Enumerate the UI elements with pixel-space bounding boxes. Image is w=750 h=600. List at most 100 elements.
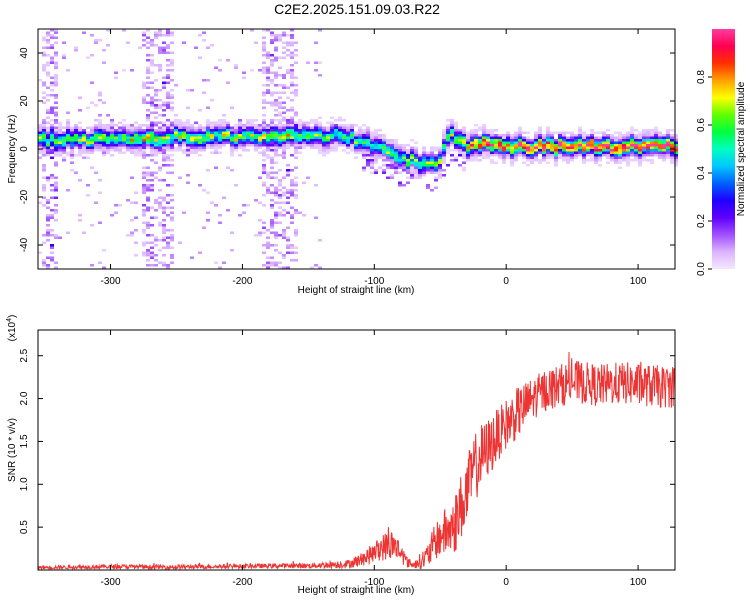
heatmap-cell xyxy=(146,134,150,137)
heatmap-cell xyxy=(362,129,366,132)
heatmap-cell xyxy=(638,159,642,162)
heatmap-cell xyxy=(326,126,330,129)
heatmap-cell xyxy=(182,126,186,129)
heatmap-cell xyxy=(150,216,154,219)
heatmap-cell xyxy=(570,144,574,147)
heatmap-cell xyxy=(342,129,346,132)
heatmap-cell xyxy=(158,136,162,139)
heatmap-cell xyxy=(398,144,402,147)
heatmap-cell xyxy=(418,161,422,164)
heatmap-cell xyxy=(286,244,290,247)
heatmap-cell xyxy=(186,154,190,157)
heatmap-cell xyxy=(142,124,146,127)
heatmap-cell xyxy=(106,144,110,147)
heatmap-cell xyxy=(494,161,498,164)
heatmap-cell xyxy=(562,159,566,162)
heatmap-cell xyxy=(198,144,202,147)
heatmap-cell xyxy=(150,189,154,192)
heatmap-cell xyxy=(386,176,390,179)
heatmap-cell xyxy=(450,131,454,134)
heatmap-cell xyxy=(150,124,154,127)
heatmap-cell xyxy=(162,86,166,89)
heatmap-cell xyxy=(286,146,290,149)
heatmap-cell xyxy=(146,141,150,144)
heatmap-cell xyxy=(422,159,426,162)
heatmap-cell xyxy=(206,131,210,134)
heatmap-cell xyxy=(410,161,414,164)
heatmap-cell xyxy=(50,84,54,87)
heatmap-cell xyxy=(274,194,278,197)
heatmap-cell xyxy=(266,149,270,152)
heatmap-cell xyxy=(642,151,646,154)
heatmap-cell xyxy=(470,131,474,134)
heatmap-cell xyxy=(214,124,218,127)
heatmap-cell xyxy=(198,134,202,137)
heatmap-cell xyxy=(158,46,162,49)
heatmap-cell xyxy=(242,144,246,147)
heatmap-cell xyxy=(130,149,134,152)
heatmap-cell xyxy=(174,149,178,152)
heatmap-cell xyxy=(202,136,206,139)
heatmap-cell xyxy=(502,149,506,152)
heatmap-cell xyxy=(270,184,274,187)
heatmap-cell xyxy=(138,154,142,157)
heatmap-cell xyxy=(170,144,174,147)
heatmap-cell xyxy=(38,79,42,82)
heatmap-cell xyxy=(434,171,438,174)
heatmap-cell xyxy=(294,184,298,187)
heatmap-cell xyxy=(414,146,418,149)
heatmap-cell xyxy=(534,154,538,157)
heatmap-cell xyxy=(450,144,454,147)
heatmap-cell xyxy=(66,111,70,114)
heatmap-cell xyxy=(122,141,126,144)
heatmap-cell xyxy=(50,89,54,92)
heatmap-cell xyxy=(222,134,226,137)
heatmap-cell xyxy=(370,139,374,142)
heatmap-cell xyxy=(270,171,274,174)
heatmap-cell xyxy=(330,129,334,132)
heatmap-cell xyxy=(286,251,290,254)
heatmap-cell xyxy=(150,131,154,134)
heatmap-cell xyxy=(142,129,146,132)
heatmap-cell xyxy=(474,124,478,127)
x-tick-label: -200 xyxy=(232,276,252,287)
heatmap-cell xyxy=(218,129,222,132)
heatmap-cell xyxy=(102,249,106,252)
heatmap-cell xyxy=(266,256,270,259)
heatmap-cell xyxy=(270,166,274,169)
heatmap-cell xyxy=(354,141,358,144)
heatmap-cell xyxy=(146,184,150,187)
heatmap-cell xyxy=(666,146,670,149)
heatmap-cell xyxy=(506,131,510,134)
heatmap-cell xyxy=(62,41,66,44)
heatmap-cell xyxy=(70,134,74,137)
heatmap-cell xyxy=(290,106,294,109)
snr-x-axis-label: Height of straight line (km) xyxy=(298,585,415,596)
heatmap-cell xyxy=(442,136,446,139)
heatmap-cell xyxy=(570,151,574,154)
heatmap-cell xyxy=(618,154,622,157)
heatmap-cell xyxy=(294,166,298,169)
heatmap-cell xyxy=(66,231,70,234)
heatmap-cell xyxy=(194,139,198,142)
heatmap-cell xyxy=(294,211,298,214)
heatmap-cell xyxy=(570,136,574,139)
heatmap-cell xyxy=(658,151,662,154)
heatmap-cell xyxy=(426,151,430,154)
heatmap-cell xyxy=(38,126,42,129)
heatmap-cell xyxy=(110,134,114,137)
heatmap-cell xyxy=(218,146,222,149)
heatmap-cell xyxy=(42,149,46,152)
heatmap-cell xyxy=(54,111,58,114)
heatmap-cell xyxy=(562,131,566,134)
heatmap-cell xyxy=(654,139,658,142)
heatmap-cell xyxy=(218,136,222,139)
heatmap-cell xyxy=(570,131,574,134)
heatmap-cell xyxy=(198,34,202,37)
heatmap-cell xyxy=(54,189,58,192)
heatmap-cell xyxy=(314,134,318,137)
heatmap-cell xyxy=(330,139,334,142)
heatmap-cell xyxy=(50,81,54,84)
heatmap-cell xyxy=(46,86,50,89)
heatmap-cell xyxy=(302,124,306,127)
